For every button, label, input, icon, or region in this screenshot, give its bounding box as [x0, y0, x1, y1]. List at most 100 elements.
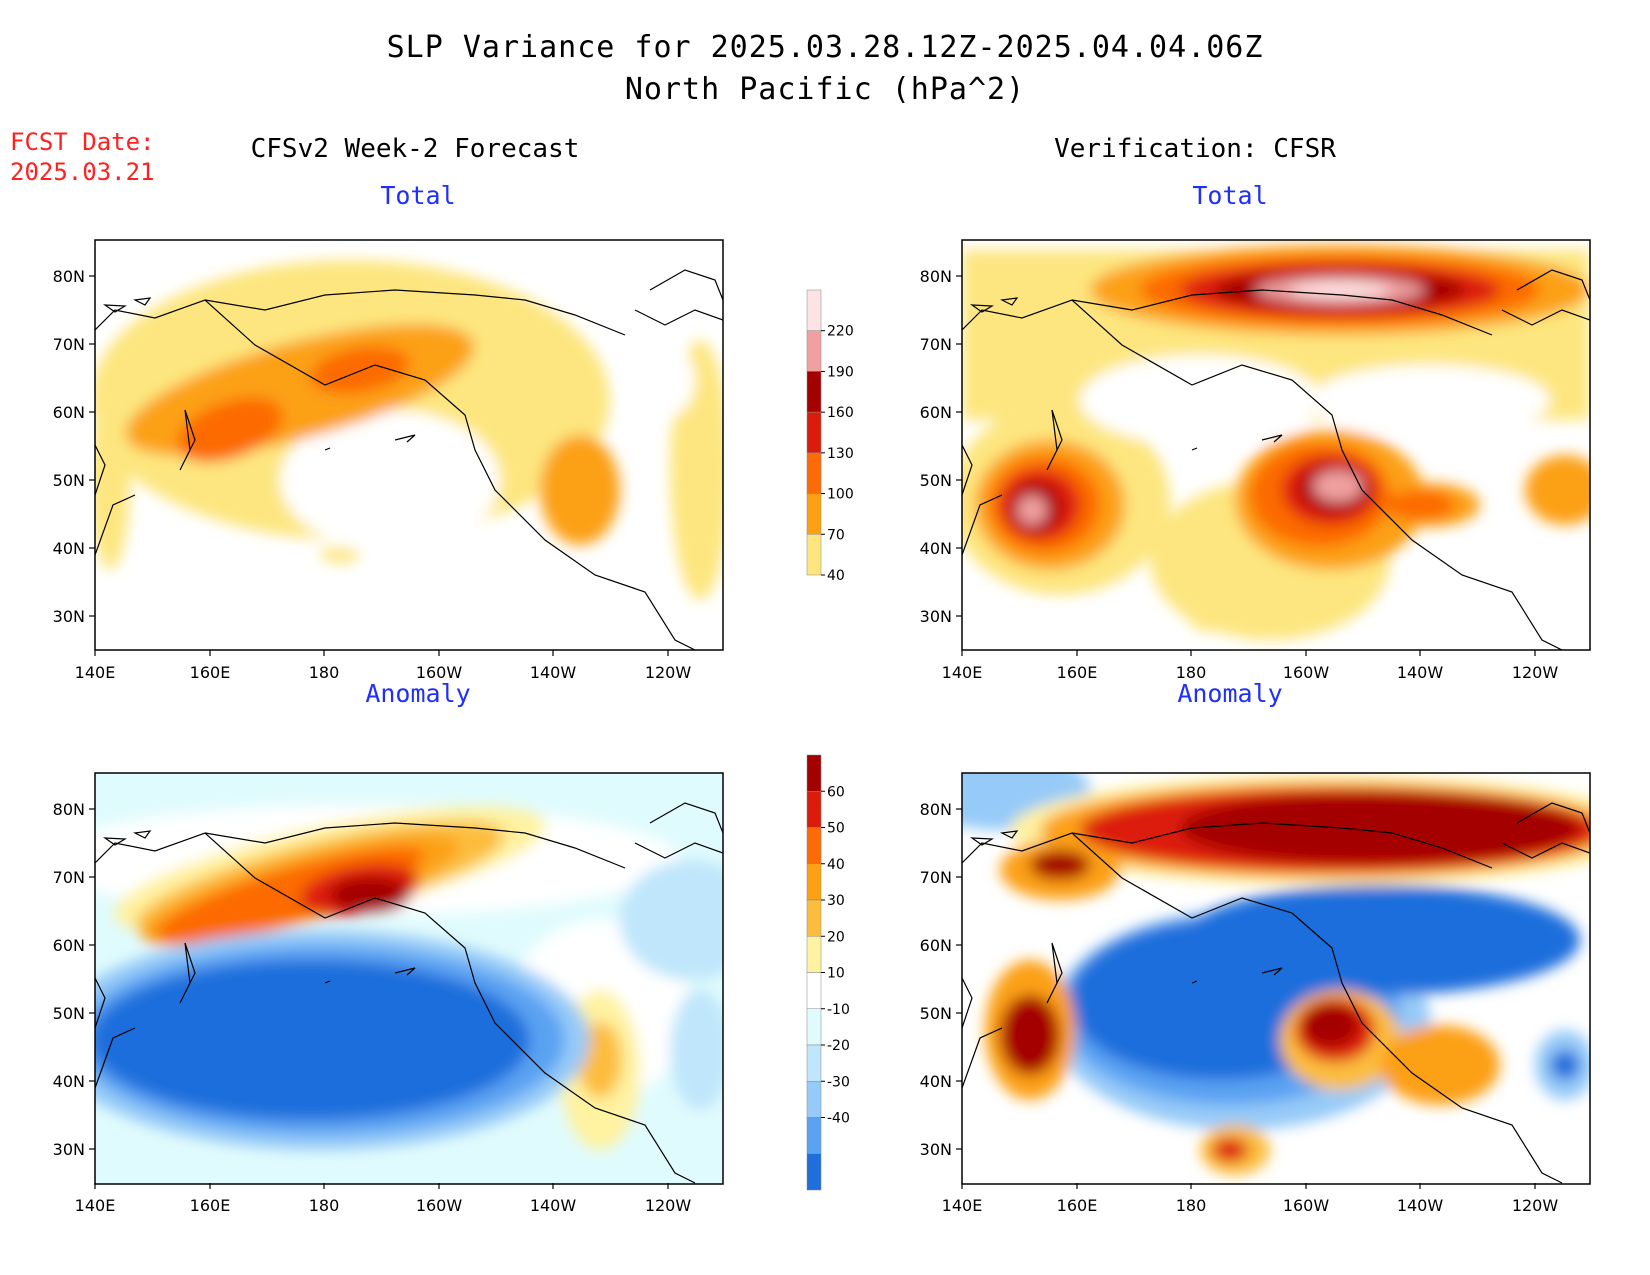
colorbar-label: -10 [827, 1002, 850, 1018]
colorbar-segment [806, 534, 822, 576]
lat-tick-label: 40N [920, 539, 952, 558]
forecast-anomaly-title: Anomaly [365, 679, 471, 708]
lon-tick-label: 140W [530, 1196, 577, 1215]
colorbar-segment [806, 1044, 822, 1082]
colorbar-label: 190 [827, 364, 854, 380]
colorbar-segment [806, 936, 822, 973]
colorbar-label: 100 [827, 487, 854, 503]
lon-tick-label: 140E [75, 1196, 116, 1215]
colorbar-label: 30 [827, 893, 845, 909]
colorbar-segment [806, 1117, 822, 1154]
lat-tick-label: 30N [920, 607, 952, 626]
chart-title-line1: SLP Variance for 2025.03.28.12Z-2025.04.… [386, 30, 1264, 65]
lon-tick-label: 140E [75, 663, 116, 682]
lon-tick-label: 140W [530, 663, 577, 682]
colorbar-segment [806, 754, 822, 792]
lat-tick-label: 50N [53, 1004, 85, 1023]
colorbar-segment [806, 827, 822, 864]
lon-tick-label: 160W [416, 663, 463, 682]
fcst-date-value: 2025.03.21 [10, 158, 155, 186]
colorbar-segment [806, 972, 822, 1009]
lat-tick-label: 80N [53, 267, 85, 286]
colorbar-segment [806, 791, 822, 828]
lat-tick-label: 60N [920, 936, 952, 955]
lat-tick-label: 70N [53, 868, 85, 887]
lon-tick-label: 160E [190, 663, 231, 682]
colorbar-segment [806, 452, 822, 494]
lon-tick-label: 180 [309, 1196, 340, 1215]
colorbar-anomaly: 60 50 40 30 20 10 -10 -20 -30 -40 [806, 754, 850, 1191]
colorbar-label: 70 [827, 527, 845, 543]
colorbar-label: -40 [827, 1111, 850, 1127]
colorbar-segment [806, 1081, 822, 1118]
colorbar-segment [806, 289, 822, 331]
lon-tick-label: 120W [1512, 663, 1559, 682]
colorbar-label: -30 [827, 1074, 850, 1090]
colorbar-segment [806, 1153, 822, 1191]
lat-tick-label: 70N [920, 335, 952, 354]
lat-tick-label: 40N [53, 1072, 85, 1091]
lon-tick-label: 140W [1397, 663, 1444, 682]
lon-tick-label: 160W [1283, 663, 1330, 682]
forecast-total-map [94, 239, 724, 651]
colorbar-label: 220 [827, 324, 854, 340]
lon-tick-label: 120W [645, 1196, 692, 1215]
verification-column-title: Verification: CFSR [1054, 134, 1336, 164]
forecast-total-title: Total [380, 181, 456, 210]
lon-tick-label: 140E [942, 1196, 983, 1215]
verification-total-map [961, 239, 1591, 651]
lon-tick-label: 160W [1283, 1196, 1330, 1215]
lon-tick-label: 140W [1397, 1196, 1444, 1215]
colorbar-segment [806, 863, 822, 901]
colorbar-label: 40 [827, 857, 845, 873]
lat-tick-label: 40N [920, 1072, 952, 1091]
colorbar-label: 10 [827, 966, 845, 982]
axes-layer: 80N 70N 60N 50N 40N 30N 140E 160E 180 160W 140W 120… [53, 267, 1559, 1215]
lat-tick-label: 70N [53, 335, 85, 354]
verification-anomaly-map [961, 772, 1591, 1185]
lat-tick-label: 60N [53, 936, 85, 955]
colorbar-label: 130 [827, 446, 854, 462]
colorbar-label: 40 [827, 568, 845, 584]
colorbar-segment [806, 411, 822, 454]
lon-tick-label: 180 [1176, 1196, 1207, 1215]
forecast-column-title: CFSv2 Week-2 Forecast [250, 134, 580, 164]
fcst-date-label: FCST Date: [10, 128, 155, 156]
lon-tick-label: 160W [416, 1196, 463, 1215]
lat-tick-label: 80N [53, 800, 85, 819]
lon-tick-label: 160E [1057, 1196, 1098, 1215]
lat-tick-label: 80N [920, 800, 952, 819]
lat-tick-label: 30N [53, 1140, 85, 1159]
lon-tick-label: 120W [645, 663, 692, 682]
lat-tick-label: 50N [920, 1004, 952, 1023]
colorbar-label: 50 [827, 821, 845, 837]
lon-tick-label: 120W [1512, 1196, 1559, 1215]
verification-total-title: Total [1192, 181, 1268, 210]
colorbar-label: -20 [827, 1038, 850, 1054]
verification-anomaly-title: Anomaly [1177, 679, 1283, 708]
colorbar-segment [806, 899, 822, 937]
lon-tick-label: 140E [942, 663, 983, 682]
lat-tick-label: 40N [53, 539, 85, 558]
lat-tick-label: 60N [53, 403, 85, 422]
lon-tick-label: 180 [309, 663, 340, 682]
colorbar-segment [806, 1008, 822, 1046]
colorbar-label: 20 [827, 929, 845, 945]
lat-tick-label: 50N [920, 471, 952, 490]
colorbar-segment [806, 493, 822, 535]
colorbar-segment [806, 371, 822, 413]
chart-title-line2: North Pacific (hPa^2) [624, 72, 1026, 107]
lon-tick-label: 160E [1057, 663, 1098, 682]
colorbar-label: 160 [827, 405, 854, 421]
lon-tick-label: 160E [190, 1196, 231, 1215]
lon-tick-label: 180 [1176, 663, 1207, 682]
lat-tick-label: 80N [920, 267, 952, 286]
forecast-anomaly-map [94, 772, 724, 1185]
lat-tick-label: 60N [920, 403, 952, 422]
colorbar-label: 60 [827, 784, 845, 800]
lat-tick-label: 30N [920, 1140, 952, 1159]
lat-tick-label: 50N [53, 471, 85, 490]
colorbar-segment [806, 330, 822, 372]
lat-tick-label: 30N [53, 607, 85, 626]
